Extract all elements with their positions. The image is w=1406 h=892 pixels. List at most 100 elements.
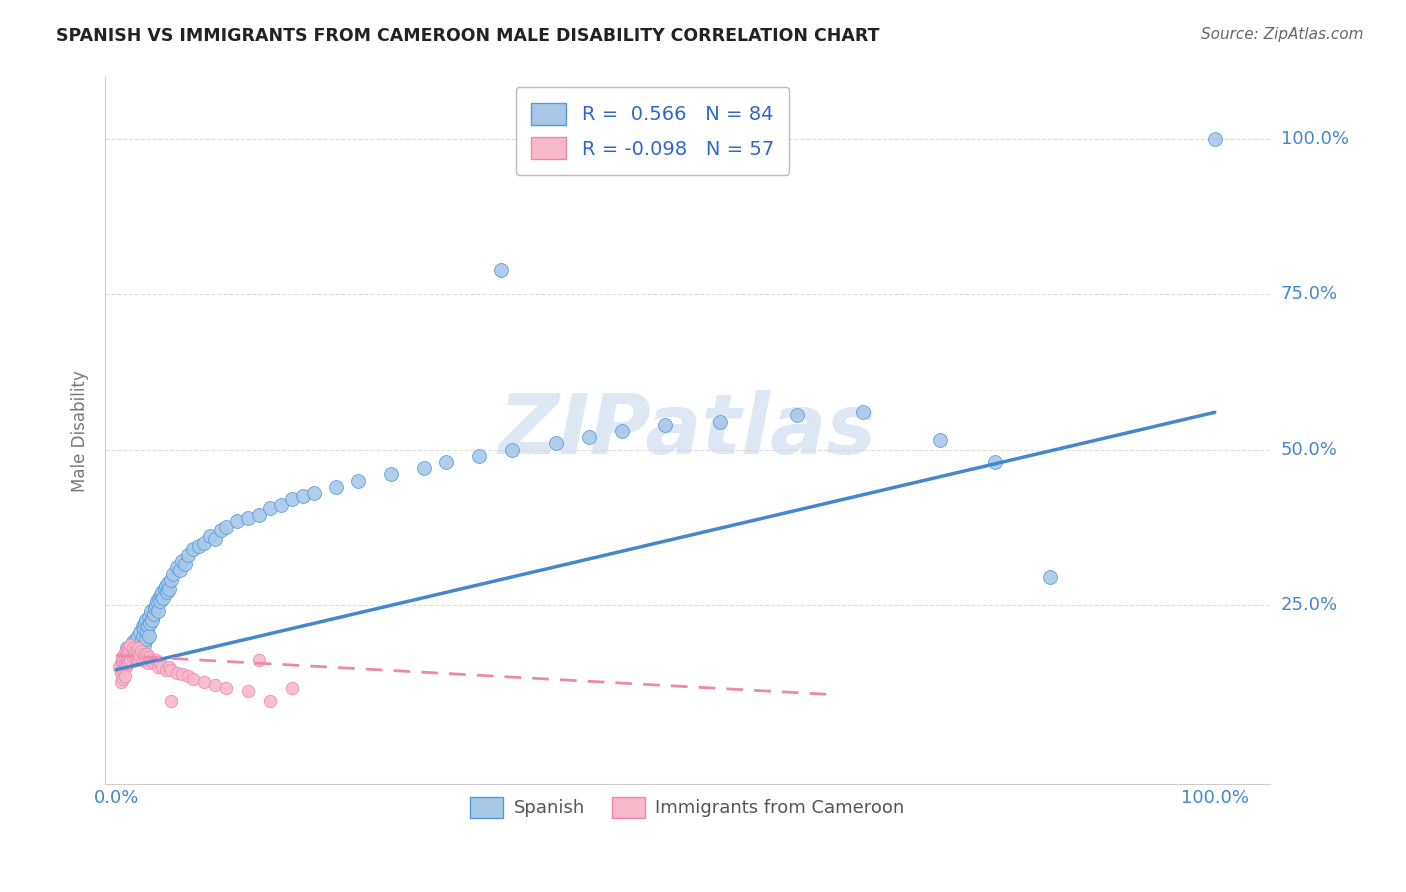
Point [160,573,183,587]
Point [247,653,270,667]
Point [121,640,143,655]
Point [120,644,142,658]
Point [156,575,179,590]
Text: 100.0%: 100.0% [1281,130,1348,148]
Point [120,653,142,667]
Point [131,653,153,667]
Point [138,610,160,624]
Point [1204,132,1226,146]
Point [121,634,143,648]
Point [193,535,215,549]
Point [149,594,172,608]
Point [929,434,952,448]
Point [134,650,156,665]
Point [125,650,148,665]
Point [129,625,152,640]
Point [112,659,135,673]
Point [215,681,238,696]
Point [176,669,198,683]
Point [1039,569,1062,583]
Point [610,424,633,438]
Point [187,539,209,553]
Point [215,520,238,534]
Point [120,638,142,652]
Point [121,653,143,667]
Point [281,681,304,696]
Point [136,647,159,661]
Point [117,640,139,655]
Point [150,585,173,599]
Point [114,657,136,671]
Text: 25.0%: 25.0% [1281,596,1339,614]
Point [166,560,188,574]
Point [152,591,174,606]
Text: Source: ZipAtlas.com: Source: ZipAtlas.com [1201,27,1364,42]
Point [132,623,155,637]
Point [174,558,197,572]
Point [125,640,148,655]
Point [121,650,143,665]
Text: ZIPatlas: ZIPatlas [499,391,876,472]
Point [157,659,180,673]
Point [141,653,163,667]
Y-axis label: Male Disability: Male Disability [72,370,89,491]
Point [852,405,875,419]
Point [127,653,149,667]
Point [236,684,259,698]
Point [270,499,292,513]
Point [127,640,149,655]
Point [146,659,169,673]
Point [131,619,153,633]
Point [115,659,138,673]
Point [118,644,141,658]
Point [204,678,226,692]
Point [114,669,136,683]
Point [193,675,215,690]
Point [125,644,148,658]
Point [141,613,163,627]
Point [157,582,180,596]
Point [281,492,304,507]
Point [146,594,169,608]
Point [247,508,270,522]
Point [111,657,134,671]
Text: SPANISH VS IMMIGRANTS FROM CAMEROON MALE DISABILITY CORRELATION CHART: SPANISH VS IMMIGRANTS FROM CAMEROON MALE… [56,27,880,45]
Point [122,644,145,658]
Point [138,650,160,665]
Point [128,647,150,661]
Point [155,663,177,677]
Point [111,663,134,677]
Point [204,533,226,547]
Point [135,613,157,627]
Point [226,514,249,528]
Point [146,604,169,618]
Point [148,591,170,606]
Point [124,644,146,658]
Point [134,616,156,631]
Point [347,474,370,488]
Point [162,566,184,581]
Point [325,480,347,494]
Point [115,647,138,661]
Point [131,629,153,643]
Point [149,657,172,671]
Point [160,694,183,708]
Point [111,650,134,665]
Point [115,653,138,667]
Point [136,619,159,633]
Point [110,665,132,680]
Point [654,417,676,432]
Point [115,640,138,655]
Point [380,467,402,482]
Point [124,638,146,652]
Point [172,667,194,681]
Point [176,548,198,562]
Point [467,449,489,463]
Point [150,588,173,602]
Point [118,653,141,667]
Point [578,430,600,444]
Point [434,455,457,469]
Point [115,644,138,658]
Point [111,653,134,667]
Point [135,632,157,646]
